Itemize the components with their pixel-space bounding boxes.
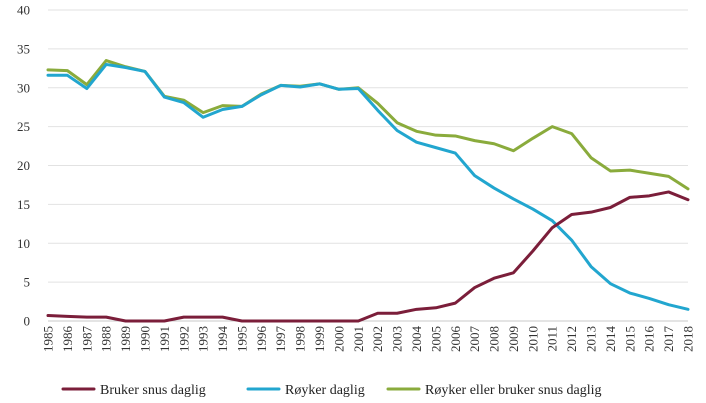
series-line-2 — [46, 62, 690, 311]
x-tick-label: 2003 — [390, 326, 405, 352]
x-tick-label: 1987 — [79, 326, 94, 353]
x-tick-label: 1986 — [60, 326, 75, 353]
x-tick-label: 2015 — [622, 326, 637, 352]
legend: Bruker snus daglig Røyker daglig Røyker el… — [61, 383, 602, 398]
x-tick-label: 2011 — [545, 326, 560, 352]
x-tick-label: 1996 — [254, 326, 269, 353]
grid-layer — [48, 9, 688, 322]
x-tick-label: 1999 — [312, 326, 327, 352]
y-tick-label: 10 — [17, 236, 30, 251]
x-tick-label: 1988 — [99, 326, 114, 352]
x-tick-label: 1994 — [215, 326, 230, 353]
series-line-1 — [46, 190, 690, 323]
x-tick-label: 2012 — [564, 326, 579, 352]
x-tick-label: 2009 — [506, 326, 521, 352]
x-tick-labels: 1985 1986 1987 1988 1989 1990 1991 1992 1993 1994… — [41, 326, 696, 353]
x-tick-label: 2004 — [409, 326, 424, 353]
x-tick-label: 2002 — [370, 326, 385, 352]
x-tick-label: 1991 — [157, 326, 172, 352]
y-tick-label: 30 — [17, 80, 30, 95]
series-layer — [46, 59, 690, 323]
x-tick-label: 2016 — [642, 326, 657, 353]
x-tick-label: 1993 — [196, 326, 211, 352]
y-tick-label: 40 — [17, 3, 30, 18]
legend-label-2: Røyker daglig — [285, 383, 365, 398]
x-tick-label: 1998 — [293, 326, 308, 352]
y-tick-label: 25 — [17, 119, 30, 134]
x-tick-label: 1997 — [273, 326, 288, 353]
legend-label-1: Bruker snus daglig — [100, 383, 206, 398]
y-tick-label: 5 — [24, 275, 31, 290]
x-tick-label: 2006 — [448, 326, 463, 353]
y-tick-label: 15 — [17, 197, 30, 212]
x-tick-label: 2007 — [467, 326, 482, 353]
legend-label-3: Røyker eller bruker snus daglig — [425, 383, 602, 398]
x-tick-label: 2018 — [681, 326, 696, 352]
x-tick-label: 2000 — [331, 326, 346, 352]
y-tick-label: 35 — [17, 41, 30, 56]
x-tick-label: 1985 — [41, 326, 56, 352]
series-line-3 — [46, 59, 690, 191]
x-tick-label: 1989 — [118, 326, 133, 352]
x-tick-label: 1992 — [176, 326, 191, 352]
x-tick-label: 2017 — [661, 326, 676, 353]
x-tick-label: 1995 — [234, 326, 249, 352]
y-tick-labels: 0 5 10 15 20 25 30 35 40 — [17, 3, 30, 329]
x-tick-label: 2005 — [428, 326, 443, 352]
x-tick-label: 2001 — [351, 326, 366, 352]
x-tick-label: 2013 — [584, 326, 599, 352]
x-tick-label: 1990 — [137, 326, 152, 352]
y-tick-label: 0 — [24, 314, 31, 329]
y-tick-label: 20 — [17, 158, 30, 173]
x-tick-label: 2010 — [525, 326, 540, 352]
x-tick-label: 2008 — [487, 326, 502, 352]
x-tick-label: 2014 — [603, 326, 618, 353]
